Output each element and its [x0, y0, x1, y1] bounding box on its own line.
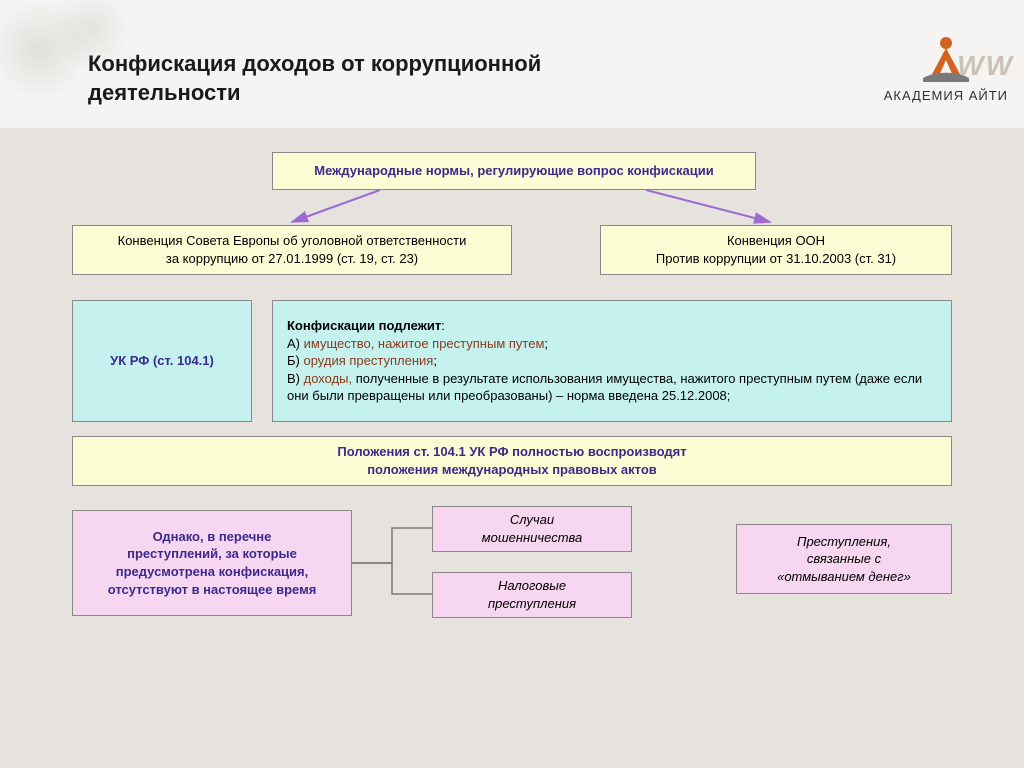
- line: Конвенция Совета Европы об уголовной отв…: [118, 232, 467, 250]
- confiscation-item-b: Б) орудия преступления;: [287, 352, 437, 370]
- logo-label: АКАДЕМИЯ АЙТИ: [884, 88, 1008, 103]
- confiscation-item-a: А) имущество, нажитое преступным путем;: [287, 335, 548, 353]
- line: отсутствуют в настоящее время: [108, 581, 317, 599]
- box-uk-rf: УК РФ (ст. 104.1): [72, 300, 252, 422]
- box-reproduce: Положения ст. 104.1 УК РФ полностью восп…: [72, 436, 952, 486]
- line: мошенничества: [482, 529, 583, 547]
- box-however: Однако, в перечне преступлений, за котор…: [72, 510, 352, 616]
- box-convention-un: Конвенция ООН Против коррупции от 31.10.…: [600, 225, 952, 275]
- line: Налоговые: [498, 577, 566, 595]
- box-fraud: Случаи мошенничества: [432, 506, 632, 552]
- confiscation-heading: Конфискации подлежит:: [287, 317, 445, 335]
- box-laundering: Преступления, связанные с «отмыванием де…: [736, 524, 952, 594]
- line: Преступления,: [797, 533, 891, 551]
- line: за коррупцию от 27.01.1999 (ст. 19, ст. …: [166, 250, 418, 268]
- box-confiscation-list: Конфискации подлежит: А) имущество, нажи…: [272, 300, 952, 422]
- slide-title: Конфискация доходов от коррупционной дея…: [88, 50, 638, 107]
- box-tax: Налоговые преступления: [432, 572, 632, 618]
- line: связанные с: [807, 550, 881, 568]
- line: предусмотрена конфискация,: [116, 563, 309, 581]
- line: Случаи: [510, 511, 554, 529]
- line: положения международных правовых актов: [367, 461, 657, 479]
- line: Однако, в перечне: [153, 528, 272, 546]
- ww-decoration: WW: [957, 50, 1014, 82]
- line: преступлений, за которые: [127, 545, 297, 563]
- box-international-norms: Международные нормы, регулирующие вопрос…: [272, 152, 756, 190]
- line: «отмыванием денег»: [777, 568, 911, 586]
- text-international-norms: Международные нормы, регулирующие вопрос…: [314, 162, 714, 180]
- box-convention-europe: Конвенция Совета Европы об уголовной отв…: [72, 225, 512, 275]
- line: преступления: [488, 595, 576, 613]
- line: Положения ст. 104.1 УК РФ полностью восп…: [337, 443, 686, 461]
- line: Конвенция ООН: [727, 232, 825, 250]
- confiscation-item-c: В) доходы, полученные в результате испол…: [287, 370, 937, 405]
- line: Против коррупции от 31.10.2003 (ст. 31): [656, 250, 896, 268]
- text-uk-rf: УК РФ (ст. 104.1): [110, 352, 214, 370]
